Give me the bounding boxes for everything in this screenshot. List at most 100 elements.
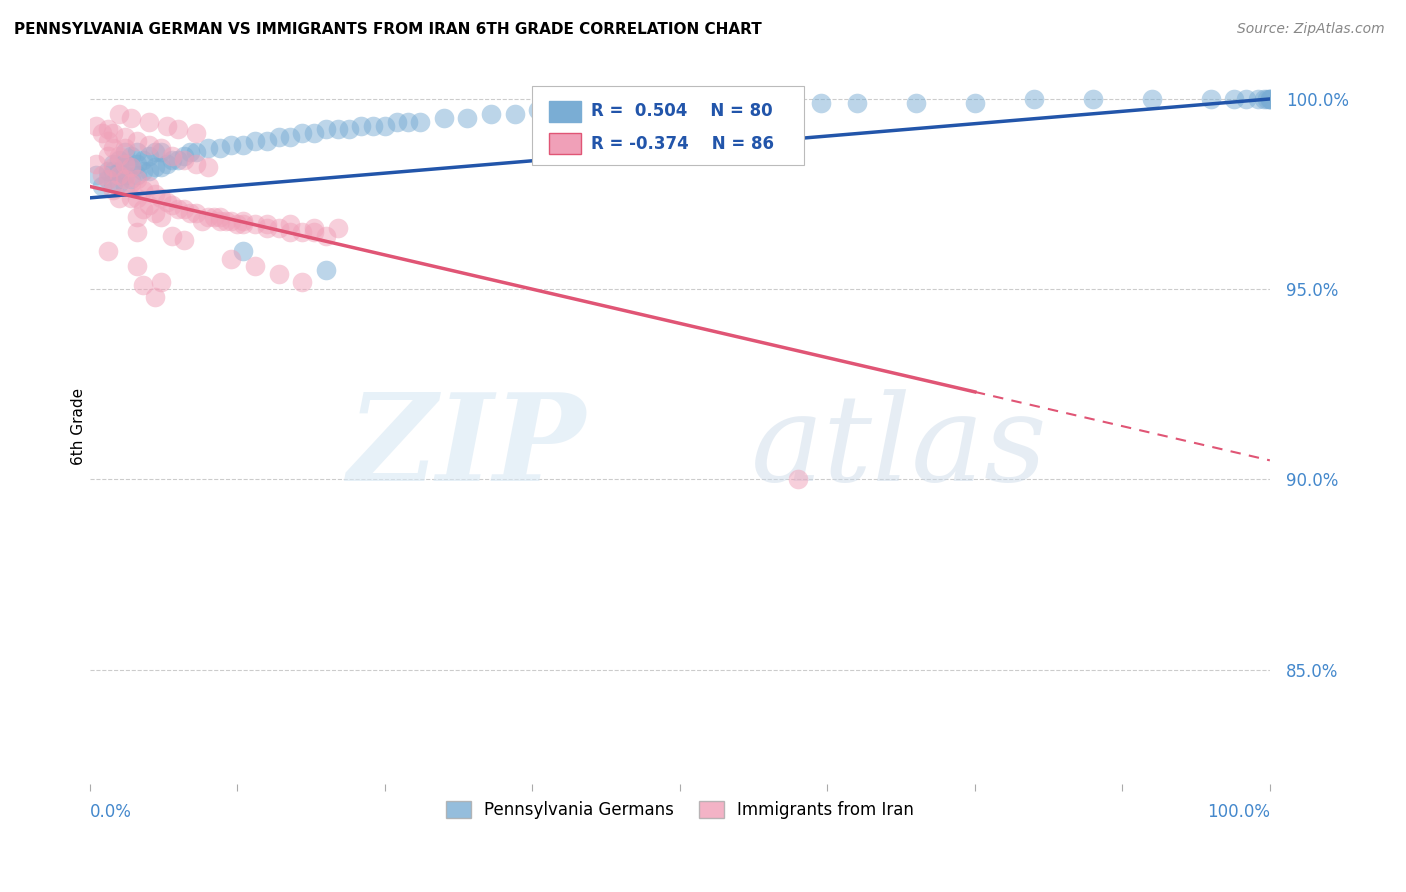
Point [551,103,574,118]
Point [1081,92,1104,106]
Point [143,161,166,175]
Point [409,115,432,129]
Point [184,156,207,170]
Point [267,130,290,145]
Legend: Pennsylvania Germans, Immigrants from Iran: Pennsylvania Germans, Immigrants from Ir… [439,794,921,825]
Point [114,156,136,170]
Point [1234,92,1257,106]
Point [256,134,278,148]
Point [167,202,190,217]
Point [125,260,148,274]
Point [108,153,131,167]
Point [280,130,302,145]
Point [149,141,172,155]
Point [1199,92,1222,106]
Point [120,171,142,186]
Point [232,218,254,232]
Point [214,213,236,227]
Point [125,134,148,148]
Point [350,119,373,133]
Point [114,168,136,182]
Point [120,176,142,190]
Point [361,119,384,133]
Point [574,103,596,118]
Point [179,145,201,160]
Point [191,213,214,227]
Point [184,145,207,160]
Point [398,115,420,129]
Point [149,275,172,289]
Point [1022,92,1045,106]
Point [125,210,148,224]
Point [108,149,131,163]
Point [243,134,266,148]
Point [1258,92,1281,106]
Point [103,176,125,190]
Point [243,260,266,274]
Point [125,168,148,182]
Point [143,145,166,160]
Point [315,228,337,243]
Point [326,221,349,235]
Point [84,156,107,170]
FancyBboxPatch shape [548,101,581,122]
Point [527,103,550,118]
Point [96,122,118,136]
Point [138,198,160,212]
Point [108,164,131,178]
Point [149,145,172,160]
Point [197,210,219,224]
Point [149,191,172,205]
Point [96,164,118,178]
Point [302,126,325,140]
Point [138,149,160,163]
Point [96,134,118,148]
Point [125,171,148,186]
Point [221,137,243,152]
Point [84,168,107,182]
Point [339,122,361,136]
Point [197,161,219,175]
Point [280,225,302,239]
Point [232,137,254,152]
Point [84,119,107,133]
Point [179,206,201,220]
Point [96,244,118,259]
Point [125,156,148,170]
Point [208,213,231,227]
Text: R = -0.374    N = 86: R = -0.374 N = 86 [592,135,775,153]
Point [173,153,195,167]
Point [90,168,112,182]
Point [208,141,231,155]
Point [125,225,148,239]
Point [221,252,243,266]
Point [155,156,177,170]
FancyBboxPatch shape [533,87,804,165]
Point [315,263,337,277]
Point [267,221,290,235]
Point [162,153,184,167]
Point [173,149,195,163]
Point [1258,92,1281,106]
Point [280,218,302,232]
FancyBboxPatch shape [548,133,581,154]
Point [103,126,125,140]
Point [162,228,184,243]
Point [184,126,207,140]
Text: R =  0.504    N = 80: R = 0.504 N = 80 [592,103,773,120]
Point [1247,92,1270,106]
Text: PENNSYLVANIA GERMAN VS IMMIGRANTS FROM IRAN 6TH GRADE CORRELATION CHART: PENNSYLVANIA GERMAN VS IMMIGRANTS FROM I… [14,22,762,37]
Point [291,275,314,289]
Point [132,202,155,217]
Point [291,126,314,140]
Point [267,267,290,281]
Text: 0.0%: 0.0% [90,803,132,821]
Point [103,161,125,175]
Point [162,149,184,163]
Point [114,141,136,155]
Point [120,149,142,163]
Point [120,161,142,175]
Point [302,225,325,239]
Point [256,221,278,235]
Point [786,472,808,486]
